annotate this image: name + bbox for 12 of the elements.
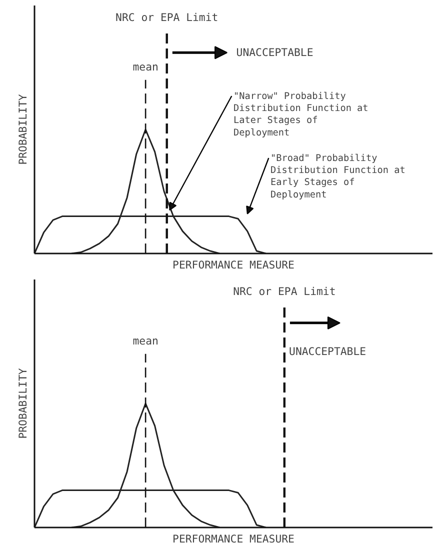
text: UNACCEPTABLE — [236, 46, 314, 60]
x-axis-title: PERFORMANCE MEASURE — [172, 532, 294, 546]
y-axis-title: PROBABILITY — [16, 94, 30, 165]
x-axis-title: PERFORMANCE MEASURE — [172, 258, 294, 272]
text: UNACCEPTABLE — [289, 344, 366, 358]
text: "Broad" Probability Distribution Function at Early Stages of Deployment — [270, 152, 406, 200]
text: NRC or EPA Limit — [116, 11, 218, 24]
y-axis-title: PROBABILITY — [16, 368, 30, 439]
text: "Narrow" Probability Distribution Function at Later Stages of Deployment — [234, 90, 368, 138]
text: mean — [132, 60, 158, 74]
text: NRC or EPA Limit — [233, 285, 336, 298]
text: mean — [132, 334, 158, 348]
